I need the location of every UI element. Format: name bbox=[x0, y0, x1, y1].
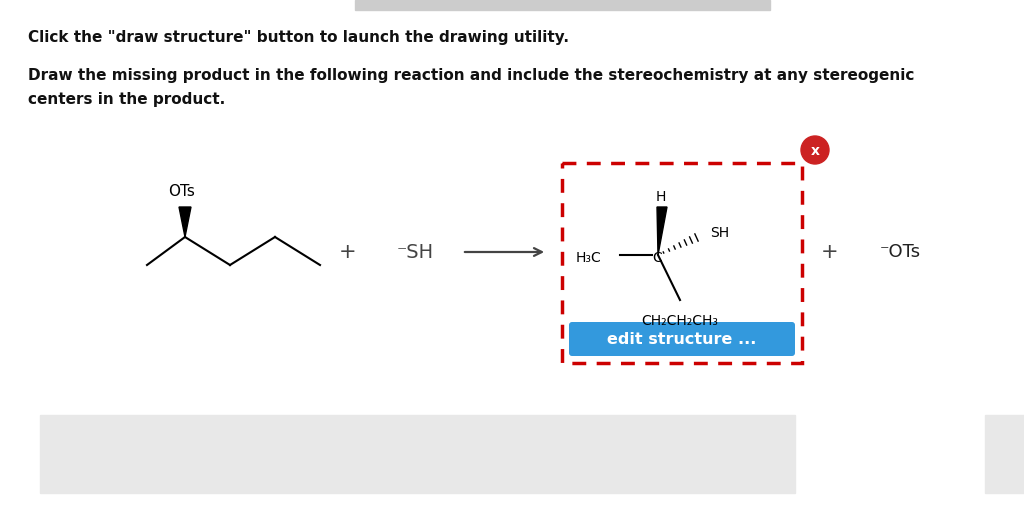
Text: ⁻OTs: ⁻OTs bbox=[880, 243, 921, 261]
Text: +: + bbox=[821, 242, 839, 262]
Text: edit structure ...: edit structure ... bbox=[607, 331, 757, 346]
Text: OTs: OTs bbox=[168, 185, 195, 200]
Bar bbox=[355, 0, 770, 10]
Text: centers in the product.: centers in the product. bbox=[28, 92, 225, 107]
Bar bbox=[562, 163, 802, 363]
Text: +: + bbox=[339, 242, 356, 262]
Text: SH: SH bbox=[710, 226, 729, 240]
Text: Draw the missing product in the following reaction and include the stereochemist: Draw the missing product in the followin… bbox=[28, 68, 914, 83]
Polygon shape bbox=[179, 207, 191, 237]
Text: H₃C: H₃C bbox=[575, 251, 602, 265]
Bar bbox=[40, 415, 795, 493]
Text: Click the "draw structure" button to launch the drawing utility.: Click the "draw structure" button to lau… bbox=[28, 30, 569, 45]
Text: C: C bbox=[652, 251, 662, 265]
Text: CH₂CH₂CH₃: CH₂CH₂CH₃ bbox=[641, 314, 719, 328]
Text: H: H bbox=[655, 190, 667, 204]
Polygon shape bbox=[657, 207, 667, 255]
Text: ⁻SH: ⁻SH bbox=[396, 242, 433, 262]
FancyBboxPatch shape bbox=[569, 322, 795, 356]
Bar bbox=[985, 415, 1024, 493]
Text: x: x bbox=[811, 144, 819, 158]
Circle shape bbox=[801, 136, 829, 164]
